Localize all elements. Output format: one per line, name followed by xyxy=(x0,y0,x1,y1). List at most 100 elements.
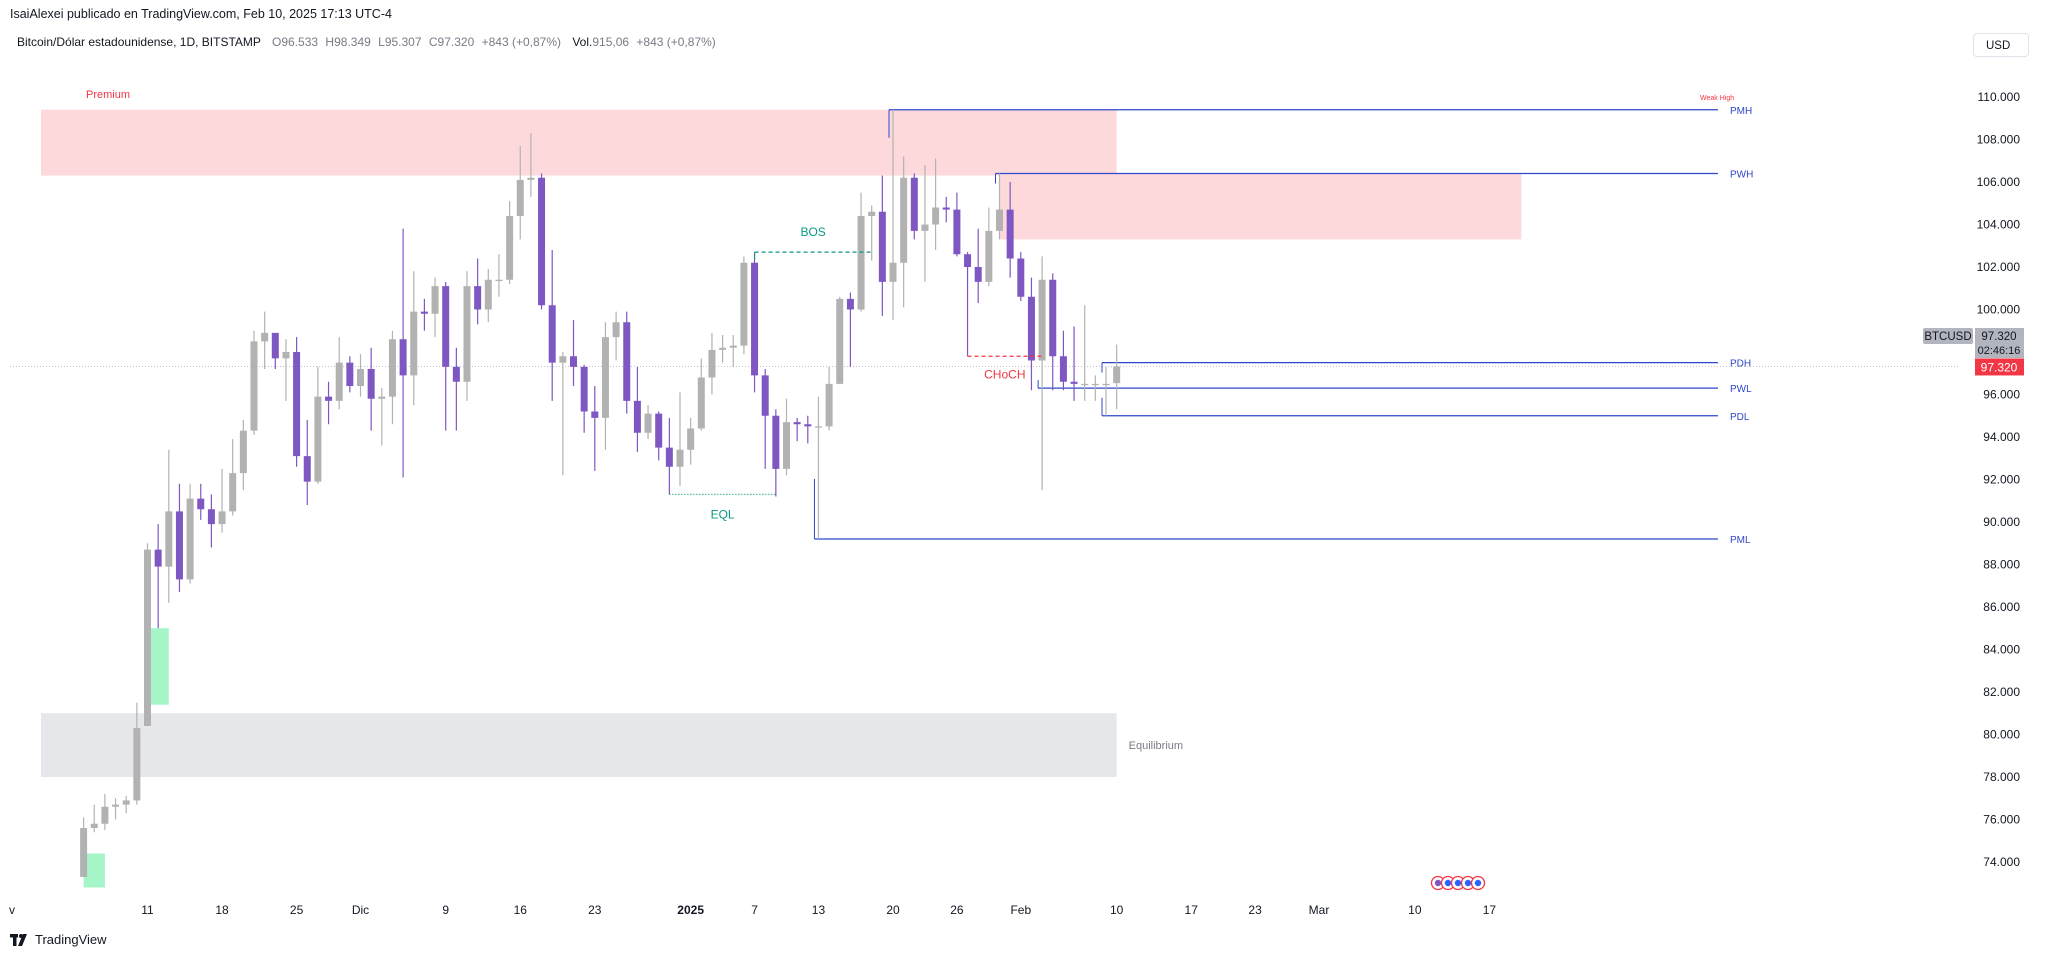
candle-body xyxy=(1081,383,1089,386)
price-tags-layer: BTCUSD 97.320 02:46:16 97.320 xyxy=(1923,328,2024,376)
level-label-pwl: PWL xyxy=(1730,384,1752,395)
x-tick-label: 20 xyxy=(886,903,900,917)
candle-body xyxy=(1006,209,1014,259)
x-tick-label: Dic xyxy=(352,903,369,917)
candle-body xyxy=(357,369,364,386)
candle-body xyxy=(378,396,386,399)
volume-change: +843 (+0,87%) xyxy=(636,35,716,49)
levels-layer: PMH PWH PDH PWL PDL PML Weak High xyxy=(10,95,1960,546)
last-price-tag: 97.320 xyxy=(1981,360,2018,374)
candle-body xyxy=(175,511,183,580)
zone-3 xyxy=(147,628,169,705)
zone-2 xyxy=(41,713,1117,777)
y-tick-label: 106.000 xyxy=(1977,175,2021,189)
y-tick-label: 92.000 xyxy=(1983,473,2020,487)
candle-body xyxy=(303,456,311,482)
candle-body xyxy=(1102,383,1110,386)
level-label-pdh: PDH xyxy=(1730,359,1751,370)
x-tick-label: 25 xyxy=(290,903,304,917)
x-tick-label: 26 xyxy=(950,903,964,917)
candle-body xyxy=(548,305,556,363)
y-tick-label: 104.000 xyxy=(1977,218,2021,232)
x-tick-label: 23 xyxy=(1248,903,1262,917)
y-tick-label: 86.000 xyxy=(1983,600,2020,614)
candle-body xyxy=(878,211,886,282)
candle-body xyxy=(250,341,258,431)
candle-body xyxy=(996,209,1003,231)
candle-body xyxy=(665,447,673,467)
candle-body xyxy=(910,177,918,231)
candle-body xyxy=(761,375,769,416)
candle-body xyxy=(463,286,471,382)
candle-body xyxy=(580,366,588,412)
candle-body xyxy=(623,322,631,401)
currency-button[interactable]: USD xyxy=(1973,33,2029,57)
candle-body xyxy=(293,352,301,457)
candle-body xyxy=(218,511,226,525)
price-axis: 110.000 108.000 106.000 104.000 102.000 100.0… xyxy=(1977,90,2021,869)
zones-layer: Premium Equilibrium xyxy=(41,89,1522,888)
candle-body xyxy=(676,449,684,467)
x-tick-label: 16 xyxy=(514,903,528,917)
candle-body xyxy=(942,207,950,210)
candle-body xyxy=(1113,366,1121,384)
candle-body xyxy=(410,311,418,376)
countdown-label: 02:46:16 xyxy=(1978,345,2021,357)
x-tick-label: Mar xyxy=(1309,903,1330,917)
candle-body xyxy=(932,207,940,225)
candle-body xyxy=(570,356,577,367)
candle-body xyxy=(985,230,993,282)
candle-body xyxy=(442,286,450,367)
candle-body xyxy=(516,179,524,216)
symbol-name[interactable]: Bitcoin/Dólar estadounidense, 1D, BITSTA… xyxy=(17,35,261,49)
candle-body xyxy=(846,298,854,310)
low-value: 95.307 xyxy=(384,35,422,49)
level-label-pmh: PMH xyxy=(1730,106,1752,117)
zone-1 xyxy=(999,173,1522,240)
event-icon-dot xyxy=(1444,879,1452,887)
close-label: C xyxy=(428,35,438,49)
x-tick-label: 11 xyxy=(141,903,154,917)
x-tick-label: 10 xyxy=(1110,903,1124,917)
high-value: 98.349 xyxy=(334,35,371,49)
candle-body xyxy=(165,511,173,567)
y-tick-label: 88.000 xyxy=(1983,558,2020,572)
candle-body xyxy=(889,262,897,282)
event-icon-dot xyxy=(1454,879,1462,887)
candle-body xyxy=(814,426,822,428)
candle-body xyxy=(133,728,141,801)
y-tick-label: 82.000 xyxy=(1983,685,2020,699)
high-label: H xyxy=(325,35,335,49)
structure-layer: BOS EQL CHoCH xyxy=(669,225,1043,521)
candle-body xyxy=(772,415,780,469)
y-tick-label: 76.000 xyxy=(1983,813,2020,827)
candle-body xyxy=(857,216,865,310)
candle-body xyxy=(388,339,396,397)
candle-body xyxy=(506,216,514,280)
candle-body xyxy=(633,400,641,433)
candle-body xyxy=(719,347,727,350)
event-icon-dot xyxy=(1474,879,1482,887)
symbol-tag-label: BTCUSD xyxy=(1924,331,1971,343)
low-label: L xyxy=(378,35,385,49)
candle-body xyxy=(729,345,737,348)
candle-body xyxy=(399,339,407,376)
candle-body xyxy=(101,806,109,824)
candle-body xyxy=(697,377,705,429)
event-icon-dot xyxy=(1434,879,1442,887)
publisher-attribution: IsaiAlexei publicado en TradingView.com,… xyxy=(10,7,392,21)
candle-body xyxy=(335,362,343,401)
tradingview-logo[interactable]: TradingView xyxy=(10,932,107,947)
candle-body xyxy=(1091,383,1099,386)
y-tick-label: 102.000 xyxy=(1977,260,2021,274)
candle-body xyxy=(325,396,333,401)
candle-body xyxy=(154,549,162,567)
candle-body xyxy=(538,177,546,306)
zone-4 xyxy=(83,853,105,888)
x-tick-label: Feb xyxy=(1010,903,1031,917)
candle-body xyxy=(282,352,290,359)
candle-body xyxy=(921,224,929,231)
candle-body xyxy=(367,369,375,399)
open-value: 96.533 xyxy=(281,35,319,49)
